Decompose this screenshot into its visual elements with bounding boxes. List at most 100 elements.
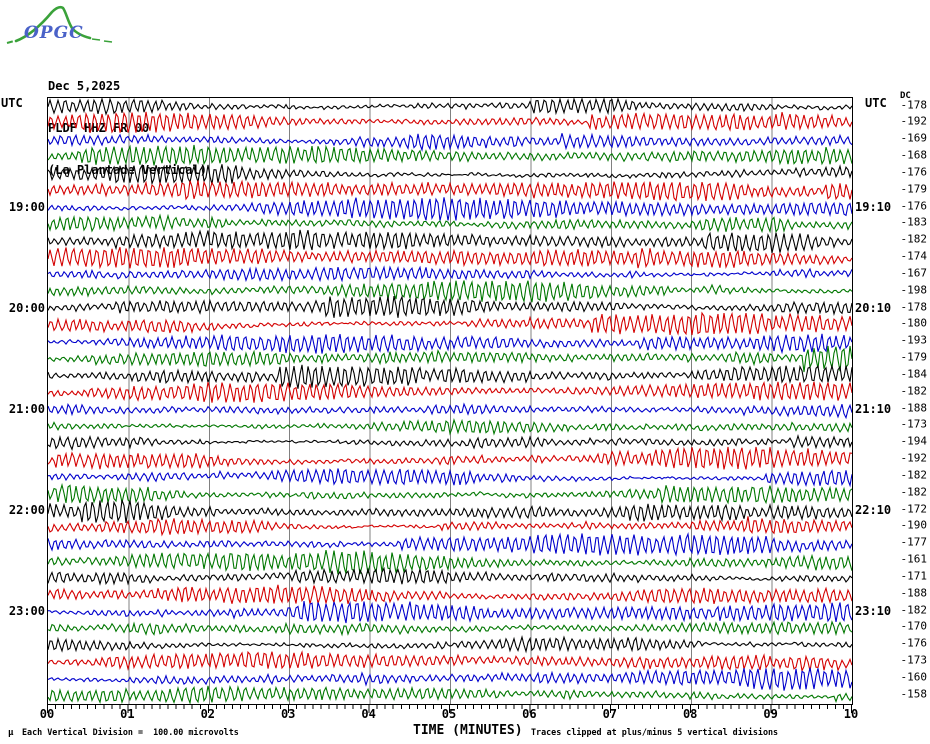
x-axis-ticks [47, 704, 852, 713]
hour-label-left: 22:00 [8, 502, 45, 517]
seismogram-trace [48, 418, 852, 436]
dc-value: -182 [900, 384, 928, 398]
hour-label-right: 21:10 [855, 401, 892, 416]
x-tick-label: 02 [200, 707, 216, 721]
seismogram-trace [48, 345, 852, 373]
seismogram-trace [48, 620, 852, 637]
seismogram-trace [48, 433, 852, 451]
x-tick-label: 00 [39, 707, 55, 721]
seismogram-trace [48, 402, 852, 420]
hour-label-left: 21:00 [8, 401, 45, 416]
dc-value: -178 [900, 98, 928, 111]
seismogram-trace [48, 111, 852, 134]
seismogram-trace [48, 516, 852, 537]
dc-value: -168 [900, 148, 928, 162]
dc-value: -188 [900, 586, 928, 600]
seismogram-trace [48, 333, 852, 355]
seismogram-trace [48, 98, 852, 116]
x-tick-label: 07 [602, 707, 618, 721]
dc-value: -193 [900, 333, 928, 347]
hour-label-right: 23:10 [855, 603, 892, 618]
seismogram-trace [48, 685, 852, 704]
dc-value: -176 [900, 636, 928, 650]
seismogram-trace [48, 635, 852, 654]
dc-column-header: DC [900, 91, 911, 101]
dc-value: -190 [900, 518, 928, 532]
dc-value: -192 [900, 451, 928, 465]
dc-value: -179 [900, 350, 928, 364]
seismogram-trace [48, 144, 852, 166]
dc-value: -182 [900, 232, 928, 246]
hour-label-left: 20:00 [8, 300, 45, 315]
dc-value: -160 [900, 670, 928, 684]
seismogram-trace [48, 280, 852, 304]
utc-label-right: UTC [865, 96, 887, 110]
header-station-code: PLDF HHZ FR 00 [48, 121, 150, 135]
dc-value: -184 [900, 367, 928, 381]
x-tick-label: 04 [361, 707, 376, 721]
dc-value: -173 [900, 417, 928, 431]
dc-value: -198 [900, 283, 928, 297]
dc-value: -194 [900, 434, 928, 448]
dc-value: -174 [900, 249, 928, 263]
header-date: Dec 5,2025 [48, 79, 121, 93]
x-tick-label: 03 [280, 707, 296, 721]
dc-value: -179 [900, 182, 928, 196]
seismogram-trace [48, 549, 852, 575]
hour-label-right: 22:10 [855, 502, 892, 517]
x-tick-label: 10 [843, 707, 859, 721]
mu-symbol: μ [8, 728, 14, 738]
seismogram-trace [48, 650, 852, 673]
dc-value: -177 [900, 535, 928, 549]
hour-label-right: 19:10 [855, 199, 892, 214]
opgc-logo: OPGC [6, 5, 113, 44]
dc-value: -180 [900, 316, 928, 330]
dc-value: -176 [900, 165, 928, 179]
x-tick-label: 09 [763, 707, 778, 721]
x-tick-label: 08 [682, 707, 698, 721]
logo-mountain-icon [91, 38, 113, 43]
seismogram-trace [48, 467, 852, 488]
dc-value: -178 [900, 300, 928, 313]
seismogram-trace [48, 265, 852, 283]
footer-right-note: Traces clipped at plus/minus 5 vertical … [531, 727, 779, 737]
seismogram-trace [48, 584, 852, 606]
logo-text: OPGC [24, 23, 84, 43]
seismogram-trace [48, 132, 852, 153]
seismogram-trace [48, 311, 852, 336]
dc-value: -188 [900, 401, 928, 414]
seismogram-trace [48, 446, 852, 471]
seismogram-trace [48, 179, 852, 202]
x-tick-label: 06 [522, 707, 537, 721]
logo-mountain-icon [6, 40, 15, 44]
dc-value: -182 [900, 603, 928, 616]
hour-label-right: 20:10 [855, 300, 892, 315]
seismogram-trace [48, 197, 852, 221]
seismogram-trace [48, 380, 852, 403]
dc-value: -176 [900, 199, 928, 212]
dc-value: -169 [900, 131, 928, 145]
dc-value: -167 [900, 266, 928, 280]
dc-value: -182 [900, 468, 928, 482]
seismogram-trace [48, 482, 852, 505]
hour-label-left: 23:00 [8, 603, 45, 618]
plot-area [47, 97, 853, 705]
seismogram-trace [48, 247, 852, 270]
x-tick-label: 05 [441, 707, 457, 721]
dc-value: -182 [900, 485, 928, 499]
seismogram-trace [48, 600, 852, 624]
dc-value: -173 [900, 653, 928, 667]
seismogram-trace [48, 500, 852, 523]
x-tick-label: 01 [120, 707, 135, 721]
dc-value: -161 [900, 552, 928, 566]
x-axis-title: TIME (MINUTES) [413, 723, 523, 738]
seismogram-trace [48, 294, 852, 318]
seismogram-trace [48, 213, 852, 234]
dc-value: -172 [900, 502, 928, 515]
seismogram-trace [48, 532, 852, 557]
dc-value: -171 [900, 569, 928, 583]
seismogram-trace [48, 566, 852, 586]
waveform-svg [48, 98, 852, 704]
logo-mountain-icon [14, 5, 92, 43]
